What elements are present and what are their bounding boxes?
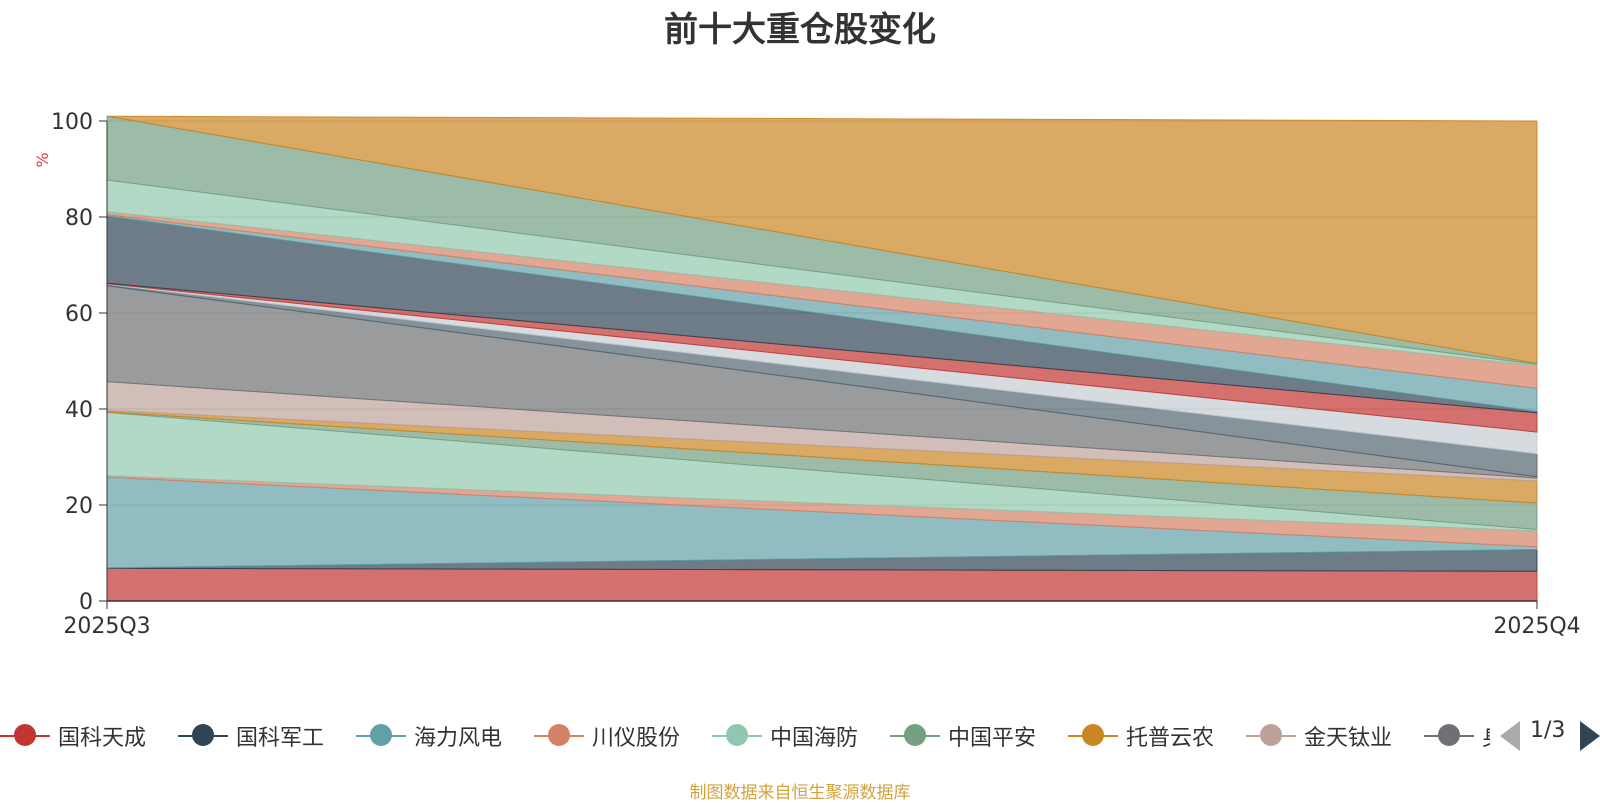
legend-label: 中国海防 [770, 726, 859, 751]
legend-marker-icon [1438, 724, 1460, 746]
legend-marker-icon [370, 724, 392, 746]
legend-next-page-icon[interactable] [1580, 721, 1600, 751]
y-tick-label: 60 [65, 302, 93, 327]
legend-prev-page-icon[interactable] [1500, 721, 1520, 751]
legend-marker-icon [904, 724, 926, 746]
y-tick-label: 20 [65, 494, 93, 519]
legend-label: 川仪股份 [592, 726, 681, 751]
y-tick-label: 40 [65, 398, 93, 423]
source-note: 制图数据来自恒生聚源数据库 [689, 783, 911, 803]
axes: 0 20 40 60 80 100 2025Q3 2025Q4 [51, 110, 1581, 639]
legend-label: 中国平安 [948, 726, 1037, 751]
y-tick-label: 80 [65, 206, 93, 231]
chart-title: 前十大重仓股变化 [664, 10, 936, 50]
area-series-18 [106, 115, 1538, 364]
y-axis-unit-label: % [33, 152, 52, 167]
x-tick-label: 2025Q4 [1493, 614, 1580, 639]
legend-marker-icon [1082, 724, 1104, 746]
y-tick-label: 100 [51, 110, 93, 135]
legend-label: 海力风电 [414, 726, 503, 751]
legend-marker-icon [14, 724, 36, 746]
legend-label: 托普云农 [1126, 726, 1215, 751]
legend: 国科天成 国科军工 海力风电 川仪股份 中国海防 中国平安 托普云农 金天钛业 身 [0, 714, 1490, 758]
legend-label: 身 [1482, 720, 1490, 752]
legend-marker-icon [192, 724, 214, 746]
legend-marker-icon [726, 724, 748, 746]
legend-marker-icon [1260, 724, 1282, 746]
legend-label: 国科天成 [58, 726, 147, 751]
legend-label: 国科军工 [236, 726, 325, 751]
legend-label: 金天钛业 [1304, 726, 1393, 751]
legend-page-indicator: 1/3 [1530, 718, 1566, 743]
legend-marker-icon [548, 724, 570, 746]
area-series-1 [106, 567, 1538, 602]
x-tick-label: 2025Q3 [63, 614, 150, 639]
y-tick-label: 0 [79, 590, 93, 615]
area-series-group [106, 115, 1538, 602]
